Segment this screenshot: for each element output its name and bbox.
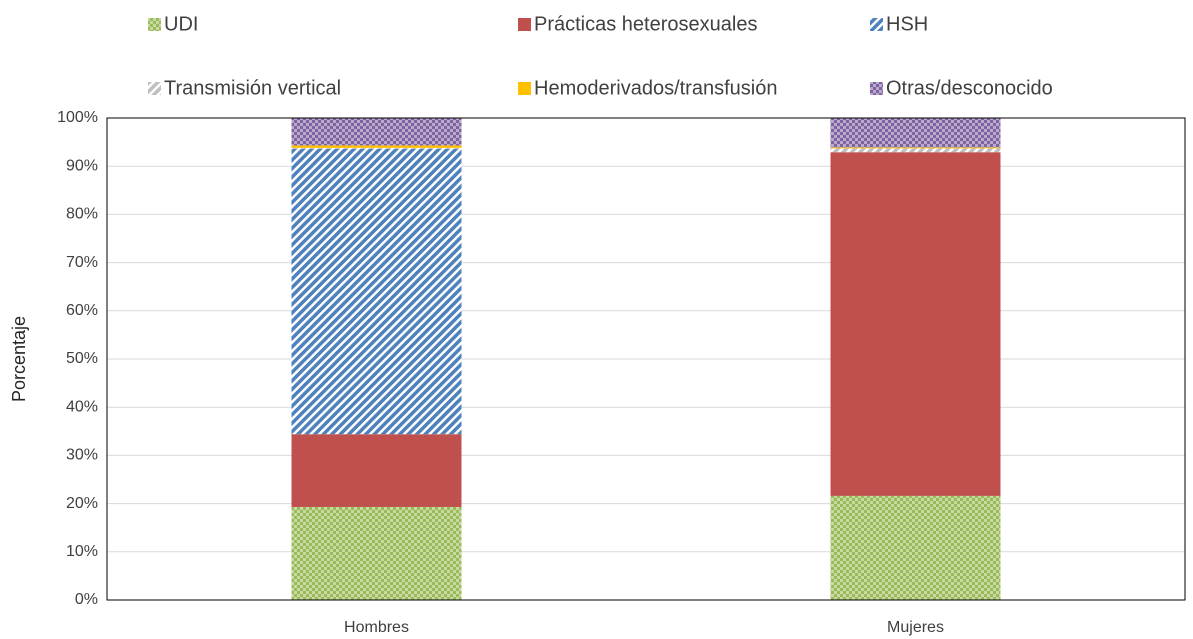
- legend-label: Otras/desconocido: [886, 77, 1053, 99]
- legend-swatch: [518, 82, 531, 95]
- legend-label: Hemoderivados/transfusión: [534, 77, 777, 99]
- y-tick-label: 30%: [66, 447, 98, 464]
- legend-label: Transmisión vertical: [164, 77, 341, 99]
- y-tick-label: 100%: [57, 109, 98, 126]
- y-tick-label: 0%: [75, 591, 98, 608]
- legend-label: HSH: [886, 13, 928, 35]
- y-tick-label: 80%: [66, 206, 98, 223]
- bar-segment: [291, 118, 462, 146]
- y-tick-label: 40%: [66, 398, 98, 415]
- bar-segment: [830, 152, 1001, 496]
- legend-swatch: [870, 82, 883, 95]
- y-tick-label: 50%: [66, 350, 98, 367]
- legend-label: Prácticas heterosexuales: [534, 13, 757, 35]
- legend-swatch: [148, 18, 161, 31]
- bar-segment: [291, 148, 462, 435]
- y-tick-label: 60%: [66, 302, 98, 319]
- legend-swatch: [148, 82, 161, 95]
- y-tick-label: 20%: [66, 495, 98, 512]
- x-tick-label: Hombres: [344, 619, 409, 636]
- plot-border: [106, 117, 1186, 601]
- y-tick-label: 10%: [66, 543, 98, 560]
- y-axis-label: Porcentaje: [9, 316, 29, 402]
- legend-label: UDI: [164, 13, 198, 35]
- bar-segment: [291, 506, 462, 600]
- legend-swatch: [870, 18, 883, 31]
- bar-segment: [830, 148, 1001, 153]
- bar-segment: [830, 495, 1001, 600]
- bar-segment: [291, 147, 462, 149]
- bar-segment: [830, 147, 1001, 149]
- x-tick-label: Mujeres: [887, 619, 944, 636]
- y-tick-label: 90%: [66, 157, 98, 174]
- legend-swatch: [518, 18, 531, 31]
- bar-segment: [830, 118, 1001, 148]
- bar-segment: [291, 434, 462, 507]
- bar-segment: [291, 145, 462, 148]
- y-tick-label: 70%: [66, 254, 98, 271]
